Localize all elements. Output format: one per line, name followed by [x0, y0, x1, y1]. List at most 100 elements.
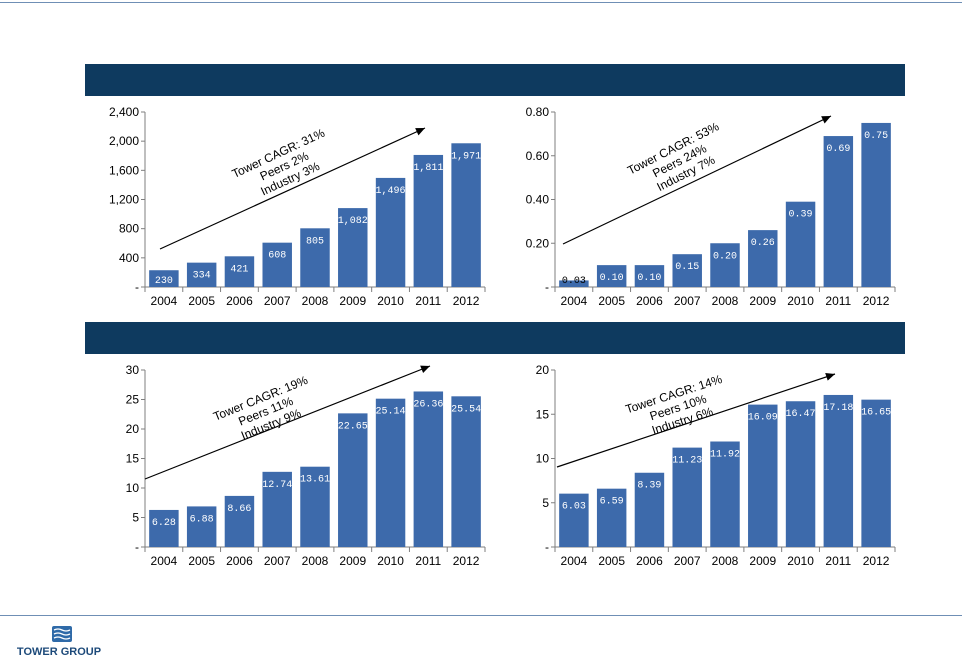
bar — [710, 243, 740, 287]
data-label: 8.66 — [227, 504, 251, 515]
tower-group-logo: TOWER GROUP — [14, 622, 104, 662]
data-label: 230 — [155, 276, 173, 287]
x-tick-label: 2006 — [636, 554, 663, 568]
x-tick-label: 2004 — [561, 294, 588, 308]
y-tick-label: 400 — [119, 251, 139, 265]
y-tick-label: 20 — [536, 363, 550, 377]
chart-header-bar — [85, 64, 495, 96]
y-tick-label: - — [135, 280, 139, 294]
x-tick-label: 2008 — [712, 554, 739, 568]
y-tick-label: 1,200 — [109, 193, 139, 207]
x-tick-label: 2005 — [188, 294, 215, 308]
x-tick-label: 2011 — [825, 554, 851, 568]
x-tick-label: 2012 — [453, 554, 480, 568]
bar — [300, 466, 330, 547]
x-tick-label: 2005 — [598, 554, 625, 568]
trend-arrow-line — [144, 365, 431, 480]
y-tick-label: 30 — [126, 363, 140, 377]
cagr-annotation: Tower CAGR: 14%Peers 10%Industry 6% — [624, 372, 724, 437]
x-tick-label: 2010 — [377, 294, 404, 308]
x-tick-label: 2010 — [787, 554, 814, 568]
data-label: 0.75 — [864, 131, 888, 142]
x-tick-label: 2008 — [302, 554, 329, 568]
x-tick-label: 2009 — [339, 294, 366, 308]
bar — [559, 280, 589, 287]
bar — [451, 143, 481, 287]
x-tick-label: 2012 — [863, 294, 890, 308]
bar — [785, 201, 816, 287]
data-label: 608 — [268, 251, 286, 262]
bar — [559, 493, 589, 547]
bar — [224, 495, 255, 547]
data-label: 0.10 — [637, 273, 661, 284]
bar — [338, 413, 368, 547]
x-tick-label: 2009 — [749, 554, 776, 568]
chart-header-bar — [495, 322, 905, 354]
x-tick-label: 2007 — [264, 554, 291, 568]
bar — [785, 401, 816, 547]
bar — [149, 509, 179, 547]
data-label: 11.23 — [672, 456, 702, 467]
bar — [634, 265, 665, 287]
data-label: 6.03 — [562, 502, 586, 513]
data-label: 6.88 — [190, 514, 214, 525]
x-tick-label: 2008 — [712, 294, 739, 308]
x-tick-label: 2006 — [226, 554, 253, 568]
bar — [338, 208, 368, 287]
data-label: 1,811 — [413, 163, 443, 174]
bar — [710, 441, 740, 547]
trend-arrow-head — [821, 116, 831, 124]
bar-chart-4: - 5 10 15 20 6.03 2004 6.59 2005 8.39 2006 11.23 200… — [536, 363, 896, 568]
data-label: 334 — [193, 271, 211, 282]
x-tick-label: 2011 — [415, 554, 441, 568]
bar — [634, 472, 665, 547]
bar — [672, 254, 702, 287]
x-tick-label: 2007 — [674, 294, 701, 308]
y-tick-label: 5 — [132, 511, 139, 525]
chart-panel-2: - 0.20 0.40 0.60 0.80 0.03 2004 0.10 2005 0.10 200… — [495, 64, 905, 320]
y-tick-label: 800 — [119, 222, 139, 236]
bar — [596, 488, 627, 547]
x-tick-label: 2005 — [598, 294, 625, 308]
data-label: 0.20 — [713, 251, 737, 262]
x-tick-label: 2004 — [151, 554, 178, 568]
data-label: 22.65 — [338, 421, 368, 432]
x-tick-label: 2006 — [636, 294, 663, 308]
wave-logo-icon — [52, 626, 72, 642]
y-tick-label: 2,400 — [109, 105, 139, 119]
trend-arrow-line — [556, 373, 836, 468]
y-tick-label: 2,000 — [109, 134, 139, 148]
chart-header-bar — [495, 64, 905, 96]
cagr-annotation: Tower CAGR: 31%Peers 2%Industry 3% — [230, 126, 327, 199]
chart-panel-4: - 5 10 15 20 6.03 2004 6.59 2005 8.39 2006 11.23 200… — [495, 322, 905, 578]
bar — [149, 270, 179, 287]
chart-header-bar — [85, 322, 495, 354]
y-tick-label: 20 — [126, 422, 140, 436]
x-tick-label: 2011 — [415, 294, 441, 308]
y-tick-label: 1,600 — [109, 163, 139, 177]
y-tick-label: 15 — [126, 452, 140, 466]
bar — [262, 471, 292, 547]
x-tick-label: 2009 — [339, 554, 366, 568]
bar — [823, 136, 854, 287]
x-tick-label: 2008 — [302, 294, 329, 308]
y-tick-label: 0.20 — [526, 236, 550, 250]
data-label: 0.15 — [675, 262, 699, 273]
logo-text: TOWER GROUP — [16, 646, 102, 658]
bar — [413, 154, 444, 287]
cagr-annotation: Tower CAGR: 19%Peers 11%Industry 9% — [211, 373, 310, 443]
bar — [451, 396, 481, 547]
x-tick-label: 2004 — [151, 294, 178, 308]
trend-arrow-head — [415, 128, 425, 136]
bar-chart-2: - 0.20 0.40 0.60 0.80 0.03 2004 0.10 2005 0.10 200… — [526, 105, 896, 308]
data-label: 16.65 — [861, 408, 891, 419]
data-label: 805 — [306, 236, 324, 247]
bar — [596, 265, 627, 287]
data-label: 0.03 — [562, 276, 586, 287]
data-label: 25.54 — [451, 404, 481, 415]
cagr-annotation: Tower CAGR: 53%Peers 24%Industry 7% — [625, 119, 721, 194]
x-tick-label: 2005 — [188, 554, 215, 568]
y-tick-label: 5 — [542, 496, 549, 510]
data-label: 16.47 — [786, 409, 816, 420]
data-label: 1,971 — [451, 151, 481, 162]
